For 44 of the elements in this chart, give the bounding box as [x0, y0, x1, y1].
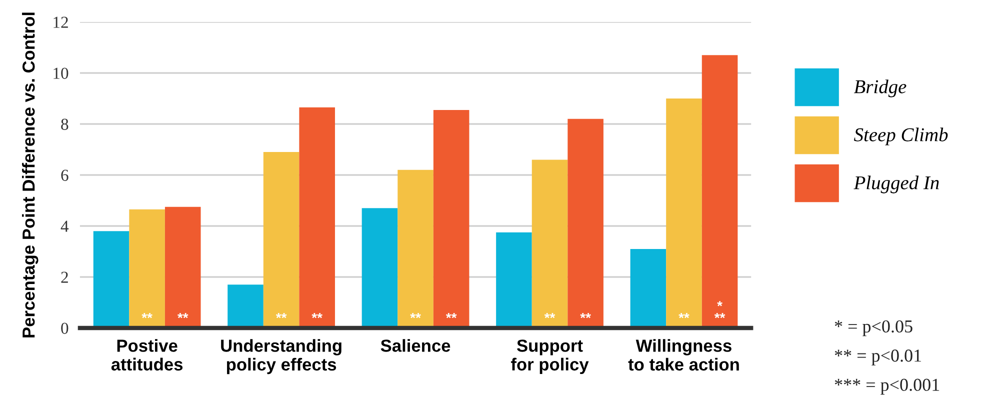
y-tick-label: 4 [60, 220, 69, 232]
x-tick-label: Support for policy [510, 340, 589, 374]
data-label: ** [580, 313, 591, 318]
data-label: ** [446, 313, 457, 318]
legend-label: Bridge [854, 80, 906, 98]
bar [164, 206, 201, 328]
bar [702, 55, 738, 328]
y-tick-label: 12 [54, 16, 68, 28]
data-label: * ** [714, 301, 726, 318]
data-label: ** [544, 313, 556, 318]
bar [666, 98, 702, 328]
y-tick-label: 10 [54, 68, 68, 79]
data-label: ** [177, 313, 188, 318]
x-tick-label: Postive attitudes [111, 339, 183, 371]
bar [630, 248, 666, 328]
text: * = p<0.05 [834, 320, 912, 336]
y-tick-label: 2 [61, 272, 68, 283]
data-label: ** [312, 313, 322, 318]
bar [398, 170, 434, 328]
bar [129, 209, 165, 328]
data-label: ** [276, 313, 287, 318]
bar [568, 118, 604, 328]
data-label: ** [678, 313, 690, 318]
legend-label: Plugged In [854, 176, 939, 194]
bar [532, 160, 568, 328]
legend-label: Steep Climb [854, 128, 948, 146]
bar [362, 208, 398, 328]
bar [263, 152, 300, 328]
x-tick-label: Willingness to take action [628, 339, 739, 371]
text: *** = p<0.001 [834, 378, 940, 395]
bar [433, 110, 470, 328]
x-tick-label: Understanding policy effects [221, 339, 342, 374]
bar [93, 231, 130, 328]
y-axis-title: Percentage Point Difference vs. Control [22, 12, 38, 338]
y-tick-label: 8 [61, 118, 68, 130]
data-label: ** [142, 313, 152, 318]
bar [299, 107, 335, 328]
data-label: ** [410, 313, 421, 318]
x-tick-label: Salience [380, 339, 450, 352]
text: ** = p<0.01 [834, 350, 922, 366]
bar [496, 232, 532, 328]
y-tick-label: 6 [61, 170, 68, 181]
bar [228, 284, 264, 328]
y-tick-label: 0 [61, 322, 68, 334]
